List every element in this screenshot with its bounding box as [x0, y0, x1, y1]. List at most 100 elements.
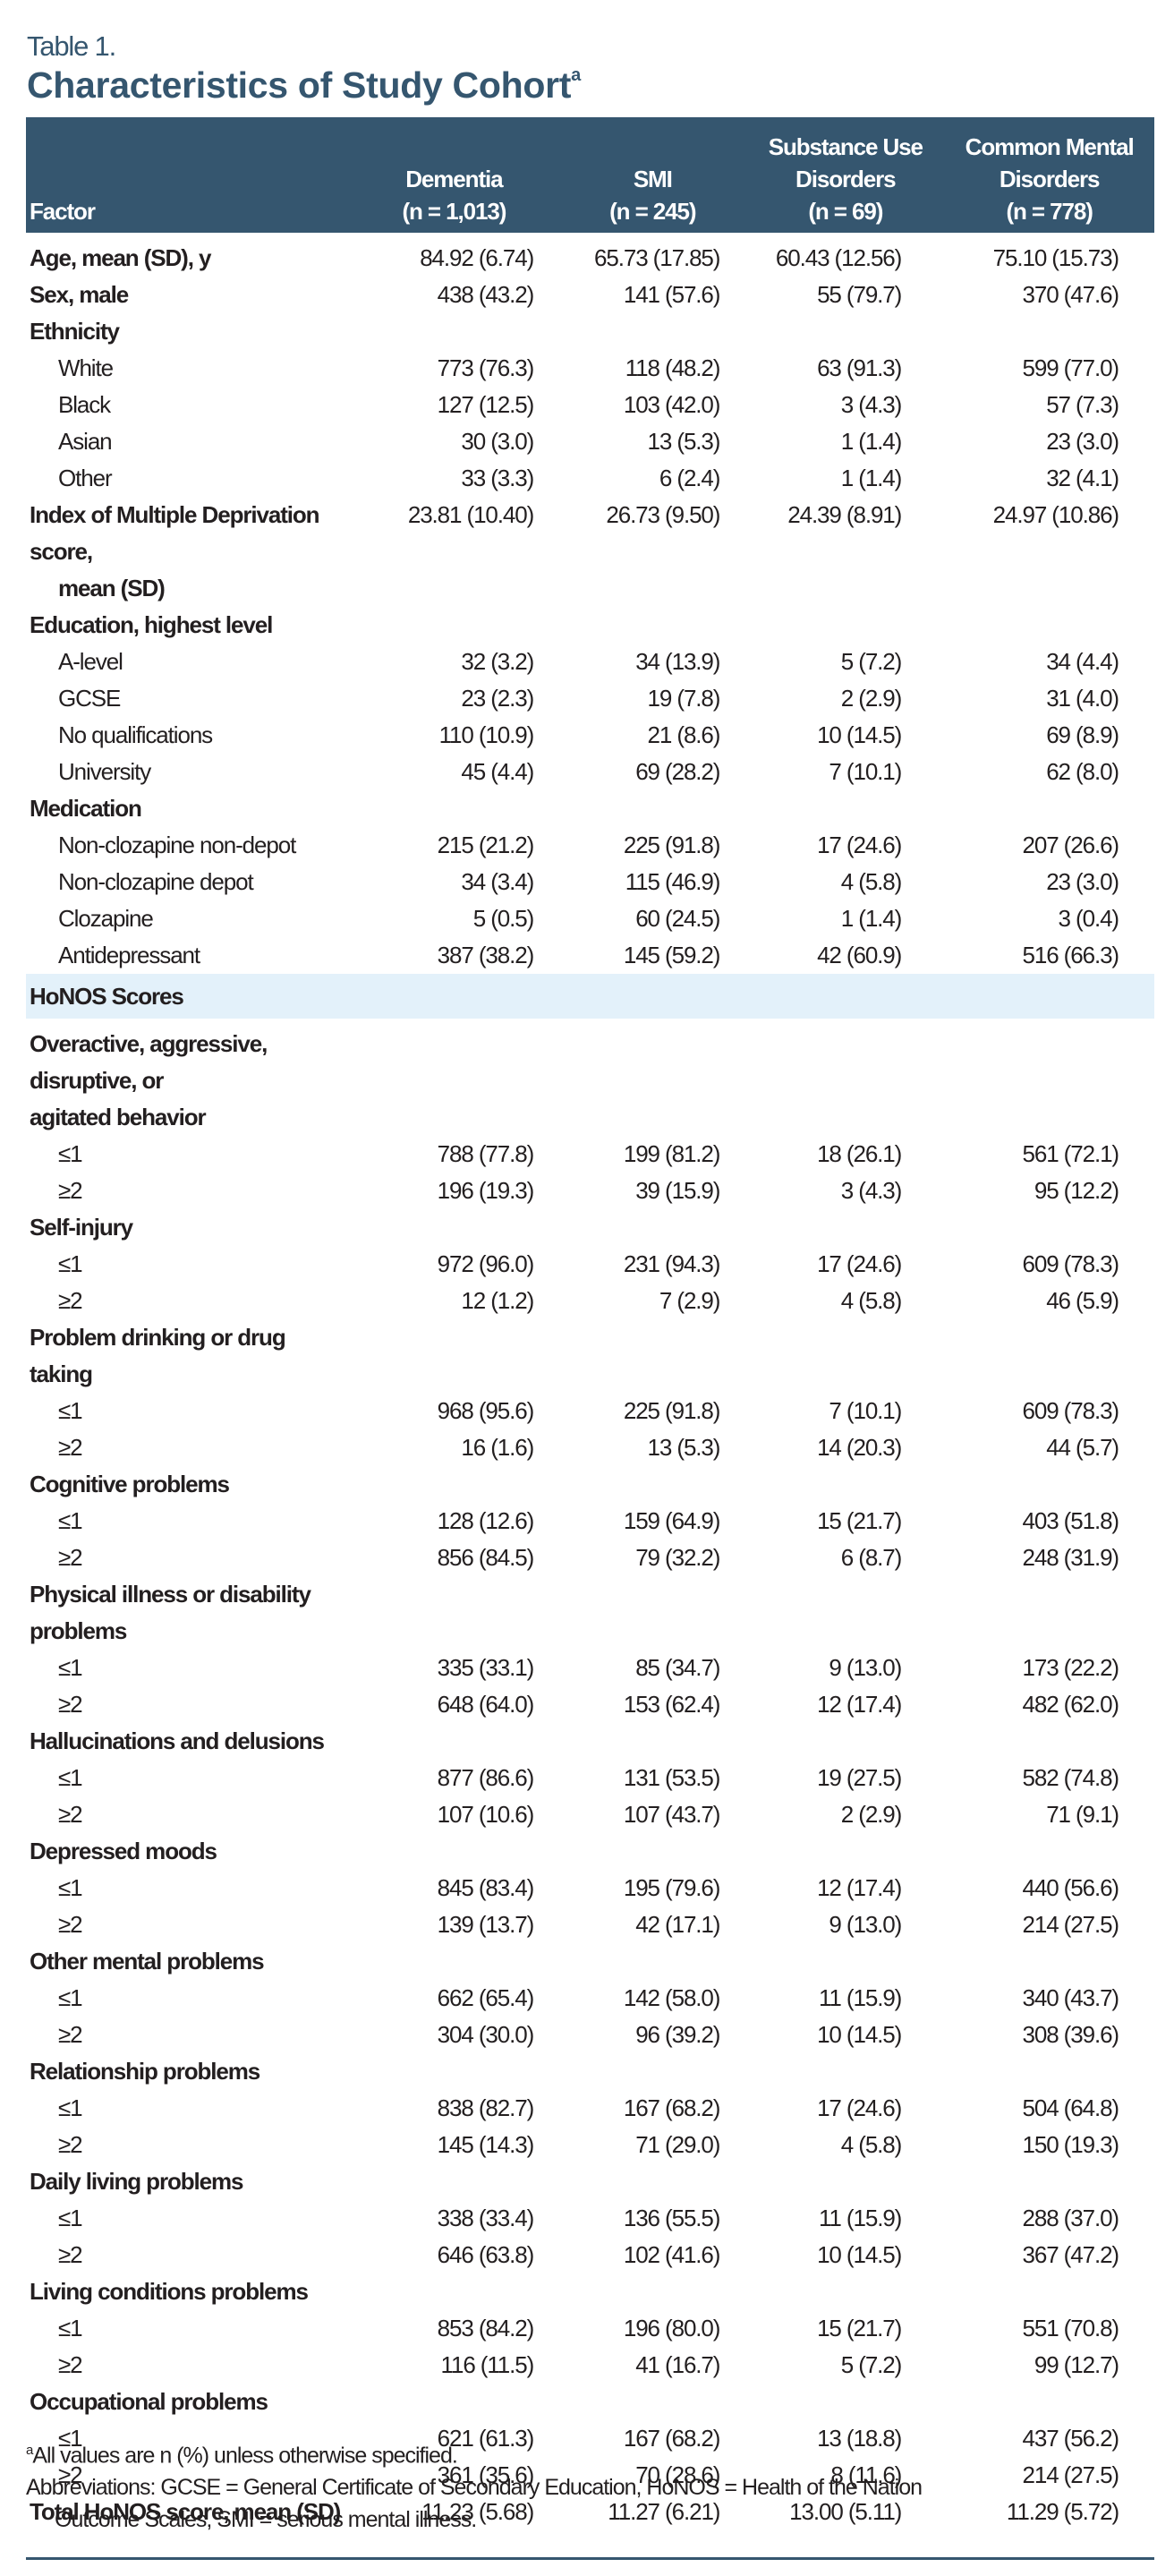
row-label: ≥2 — [26, 1283, 350, 1319]
substance-use-value: 3 (4.3) — [840, 391, 903, 418]
row-label-text: ≤1 — [58, 1654, 83, 1681]
smi-value: 103 (42.0) — [623, 391, 721, 418]
common-mental-value: 582 (74.8) — [1022, 1764, 1119, 1791]
common-mental-value: 57 (7.3) — [1046, 391, 1119, 418]
row-label-text: Clozapine — [58, 905, 154, 932]
dementia-value: 877 (86.6) — [437, 1764, 535, 1791]
table-row: ≥2 145 (14.3) 71 (29.0) 4 (5.8) 150 (19.3) — [26, 2127, 1154, 2163]
row-label-text: Other mental problems — [30, 1948, 265, 1975]
table-row: Non-clozapine non-depot 215 (21.2) 225 (91… — [26, 827, 1154, 864]
dementia-value — [350, 2163, 559, 2200]
abbrev-line: Outcome Scales, SMI = serious mental ill… — [55, 2507, 477, 2533]
row-label: ≤1 — [26, 1246, 350, 1283]
row-label: A-level — [26, 644, 350, 680]
dementia-value — [350, 1576, 559, 1650]
row-label-text: ≥2 — [58, 1911, 83, 1938]
common-mental-value — [944, 607, 1154, 644]
header-smi: SMI (n = 245) — [558, 117, 747, 233]
common-mental-value — [944, 2384, 1154, 2420]
common-mental-value: 150 (19.3) — [1022, 2131, 1119, 2158]
substance-use-value: 9 (13.0) — [829, 1654, 902, 1681]
table-row-heading: Cognitive problems — [26, 1466, 1154, 1503]
smi-value: 131 (53.5) — [623, 1764, 721, 1791]
row-label-continuation: agitated behavior — [30, 1104, 207, 1130]
substance-use-value: 24.39 (8.91) — [787, 501, 902, 528]
common-mental-value: 69 (8.9) — [1046, 721, 1119, 748]
smi-value — [558, 1943, 746, 1980]
dementia-value: 45 (4.4) — [461, 758, 534, 785]
dementia-value: 196 (19.3) — [437, 1177, 535, 1204]
row-label: Self-injury — [26, 1209, 350, 1246]
smi-value: 136 (55.5) — [623, 2205, 721, 2231]
table-row: ≥2 856 (84.5) 79 (32.2) 6 (8.7) 248 (31.9) — [26, 1540, 1154, 1576]
dementia-value: 856 (84.5) — [437, 1544, 535, 1571]
table-row-heading: Total HoNOS score, mean (SD) 11.23 (5.68)… — [26, 2494, 1154, 2530]
row-label: ≥2 — [26, 2127, 350, 2163]
header-line — [558, 131, 746, 163]
smi-value — [558, 1576, 746, 1650]
common-mental-value: 609 (78.3) — [1022, 1397, 1119, 1424]
row-label: ≤1 — [26, 1503, 350, 1540]
substance-use-value: 2 (2.9) — [840, 685, 903, 712]
row-label: Total HoNOS score, mean (SD) — [26, 2494, 350, 2530]
row-label: Relationship problems — [26, 2053, 350, 2090]
row-label: Asian — [26, 423, 350, 460]
row-label: Physical illness or disability problems — [26, 1576, 350, 1650]
dementia-value — [350, 1833, 559, 1870]
table-body: Age, mean (SD), y 84.92 (6.74) 65.73 (17.8… — [26, 233, 1154, 2530]
row-label: ≤1 — [26, 2310, 350, 2347]
smi-value: 115 (46.9) — [625, 868, 721, 895]
substance-use-value: 17 (24.6) — [817, 2094, 902, 2121]
smi-value: 107 (43.7) — [623, 1801, 721, 1828]
dementia-value — [350, 313, 559, 350]
row-label-text: Sex, male — [30, 281, 129, 308]
row-label-text: ≥2 — [58, 2351, 83, 2378]
smi-value: 167 (68.2) — [623, 2425, 721, 2452]
table-row: University 45 (4.4) 69 (28.2) 7 (10.1) 62 (8… — [26, 754, 1154, 790]
table-row: ≥2 16 (1.6) 13 (5.3) 14 (20.3) 44 (5.7) — [26, 1429, 1154, 1466]
smi-value — [558, 790, 746, 827]
header-line: Disorders — [999, 166, 1101, 192]
dementia-value: 127 (12.5) — [437, 391, 535, 418]
substance-use-value — [746, 790, 944, 827]
dementia-value: 5 (0.5) — [472, 905, 535, 932]
row-label: ≤1 — [26, 1870, 350, 1906]
common-mental-value: 23 (3.0) — [1046, 868, 1119, 895]
row-label-text: ≤1 — [58, 1874, 83, 1901]
row-label-text: Age, mean (SD), y — [30, 244, 211, 271]
dementia-value: 32 (3.2) — [461, 648, 534, 675]
dementia-value — [350, 1019, 559, 1136]
substance-use-value: 1 (1.4) — [840, 465, 903, 491]
row-label: ≤1 — [26, 1760, 350, 1796]
row-label-text: ≥2 — [58, 1434, 83, 1461]
table-row: ≤1 335 (33.1) 85 (34.7) 9 (13.0) 173 (22.2) — [26, 1650, 1154, 1686]
substance-use-value: 14 (20.3) — [817, 1434, 902, 1461]
common-mental-value: 248 (31.9) — [1022, 1544, 1119, 1571]
row-label: Education, highest level — [26, 607, 350, 644]
row-label: ≥2 — [26, 1906, 350, 1943]
table-row: ≥2 196 (19.3) 39 (15.9) 3 (4.3) 95 (12.2) — [26, 1173, 1154, 1209]
smi-value: 6 (2.4) — [659, 465, 721, 491]
row-label-text: ≥2 — [58, 2131, 83, 2158]
row-label-text: ≥2 — [58, 1287, 83, 1314]
smi-value — [558, 1723, 746, 1760]
common-mental-value: 11.29 (5.72) — [1006, 2498, 1119, 2525]
table-row-heading: Daily living problems — [26, 2163, 1154, 2200]
table-row-heading: Self-injury — [26, 1209, 1154, 1246]
table-row-heading: Other mental problems — [26, 1943, 1154, 1980]
dementia-value: 853 (84.2) — [437, 2315, 535, 2341]
smi-value: 19 (7.8) — [647, 685, 721, 712]
common-mental-value: 288 (37.0) — [1022, 2205, 1119, 2231]
common-mental-value: 99 (12.7) — [1034, 2351, 1119, 2378]
row-label: Non-clozapine depot — [26, 864, 350, 900]
substance-use-value: 60.43 (12.56) — [775, 244, 902, 271]
dementia-value — [350, 2053, 559, 2090]
row-label-text: ≤1 — [58, 2205, 83, 2231]
row-label-text: ≥2 — [58, 1691, 83, 1718]
dementia-value: 662 (65.4) — [437, 1984, 535, 2011]
smi-value: 231 (94.3) — [623, 1250, 721, 1277]
header-line: Common Mental — [965, 133, 1135, 160]
smi-value — [558, 1319, 746, 1393]
table-row: GCSE 23 (2.3) 19 (7.8) 2 (2.9) 31 (4.0) — [26, 680, 1154, 717]
common-mental-value — [944, 1723, 1154, 1760]
